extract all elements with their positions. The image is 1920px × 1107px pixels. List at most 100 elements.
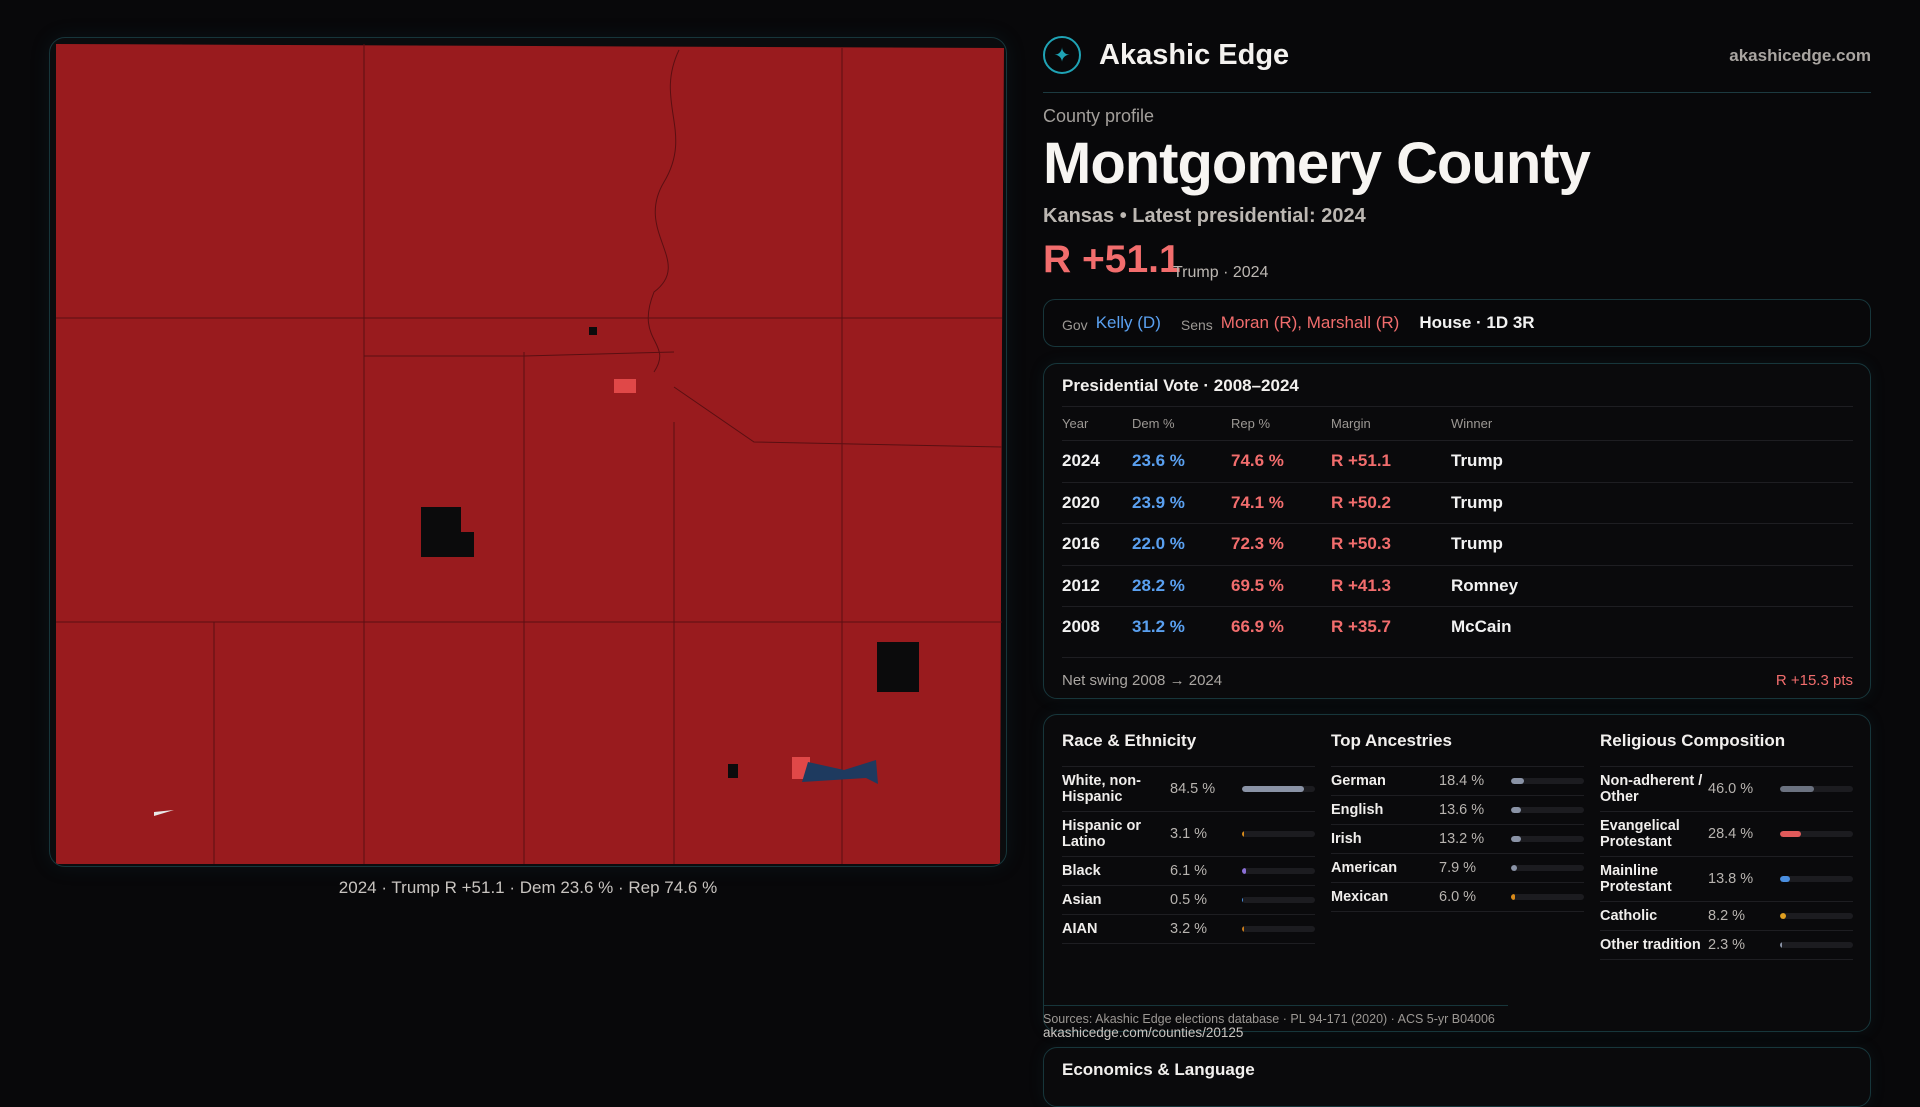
item-bar-fill bbox=[1511, 894, 1516, 900]
brand[interactable]: ✦ Akashic Edge bbox=[1043, 36, 1289, 74]
precinct-no-data bbox=[589, 327, 597, 335]
table-row: 2024 23.6 % 74.6 % R +51.1 Trump bbox=[1062, 440, 1853, 482]
precinct-map[interactable] bbox=[49, 37, 1007, 867]
item-value: 3.1 % bbox=[1170, 826, 1208, 842]
item-value: 2.3 % bbox=[1708, 937, 1746, 953]
cell-dem: 31.2 % bbox=[1132, 617, 1185, 637]
county-fill bbox=[56, 44, 1004, 864]
cell-year: 2024 bbox=[1062, 451, 1100, 471]
cell-year: 2008 bbox=[1062, 617, 1100, 637]
eyebrow: County profile bbox=[1043, 106, 1155, 126]
precinct-tie bbox=[154, 810, 174, 816]
list-item: Mexican 6.0 % bbox=[1331, 883, 1584, 912]
item-bar-fill bbox=[1511, 807, 1521, 813]
cell-rep: 66.9 % bbox=[1231, 617, 1284, 637]
item-label: Hispanic or Latino bbox=[1062, 818, 1141, 850]
precinct-no-data bbox=[454, 532, 474, 557]
list-item: American 7.9 % bbox=[1331, 854, 1584, 883]
precinct-no-data bbox=[728, 764, 738, 778]
gov-label: Gov bbox=[1062, 317, 1088, 333]
cell-dem: 23.9 % bbox=[1132, 492, 1185, 512]
item-bar bbox=[1242, 786, 1315, 792]
list-item: Other tradition 2.3 % bbox=[1600, 931, 1853, 960]
item-bar bbox=[1511, 807, 1584, 813]
item-bar bbox=[1511, 894, 1584, 900]
item-bar-fill bbox=[1242, 868, 1247, 874]
house-delegation: House · 1D 3R bbox=[1419, 313, 1535, 332]
item-label: White, non-Hispanic bbox=[1062, 773, 1141, 805]
precinct-dem bbox=[802, 760, 878, 784]
precinct-boundaries bbox=[56, 44, 1003, 864]
precinct-lean-rep bbox=[614, 379, 636, 393]
cell-margin: R +41.3 bbox=[1331, 575, 1392, 595]
list-item: Asian 0.5 % bbox=[1062, 886, 1315, 915]
item-bar bbox=[1780, 876, 1853, 882]
table-row: 2016 22.0 % 72.3 % R +50.3 Trump bbox=[1062, 523, 1853, 565]
item-value: 7.9 % bbox=[1439, 860, 1477, 876]
item-value: 13.2 % bbox=[1439, 831, 1485, 847]
list-item: Hispanic or Latino 3.1 % bbox=[1062, 812, 1315, 857]
cell-rep: 74.6 % bbox=[1231, 451, 1284, 471]
item-bar bbox=[1511, 778, 1584, 784]
list-item: Non-adherent / Other 46.0 % bbox=[1600, 767, 1853, 812]
swing-value: R +15.3 pts bbox=[1775, 671, 1853, 689]
item-value: 13.6 % bbox=[1439, 802, 1485, 818]
list-item: Evangelical Protestant 28.4 % bbox=[1600, 812, 1853, 857]
item-label: Catholic bbox=[1600, 908, 1658, 924]
cell-rep: 69.5 % bbox=[1231, 575, 1284, 595]
list-item: Catholic 8.2 % bbox=[1600, 902, 1853, 931]
cell-dem: 23.6 % bbox=[1132, 451, 1185, 471]
card-title: Presidential Vote · 2008–2024 bbox=[1062, 376, 1299, 395]
compass-emblem-icon: ✦ bbox=[1043, 36, 1081, 74]
item-value: 84.5 % bbox=[1170, 781, 1216, 797]
economics-card: Economics & Language bbox=[1043, 1047, 1871, 1107]
cell-margin: R +51.1 bbox=[1331, 451, 1392, 471]
item-value: 13.8 % bbox=[1708, 871, 1754, 887]
item-label: Evangelical Protestant bbox=[1600, 818, 1680, 850]
cell-dem: 28.2 % bbox=[1132, 575, 1185, 595]
senators: Moran (R), Marshall (R) bbox=[1220, 313, 1400, 332]
item-bar bbox=[1242, 926, 1315, 932]
headline-margin: R +51.1 bbox=[1043, 238, 1181, 281]
sens-label: Sens bbox=[1180, 317, 1213, 333]
presidential-card: Presidential Vote · 2008–2024 Year Dem %… bbox=[1043, 363, 1871, 699]
item-value: 6.1 % bbox=[1170, 863, 1208, 879]
site-link[interactable]: akashicedge.com bbox=[1729, 46, 1871, 65]
cell-margin: R +50.2 bbox=[1331, 492, 1392, 512]
col-winner: Winner bbox=[1451, 416, 1493, 431]
item-bar-fill bbox=[1242, 926, 1245, 932]
item-bar-fill bbox=[1242, 831, 1245, 837]
list-item: German 18.4 % bbox=[1331, 767, 1584, 796]
column-title: Race & Ethnicity bbox=[1062, 729, 1315, 767]
item-bar-fill bbox=[1780, 786, 1814, 792]
cell-rep: 74.1 % bbox=[1231, 492, 1284, 512]
page-title: Montgomery County bbox=[1043, 131, 1591, 196]
item-bar bbox=[1242, 868, 1315, 874]
list-item: Black 6.1 % bbox=[1062, 857, 1315, 886]
card-title: Economics & Language bbox=[1062, 1060, 1255, 1079]
item-label: English bbox=[1331, 802, 1384, 818]
officials-bar: Gov Kelly (D) Sens Moran (R), Marshall (… bbox=[1043, 299, 1871, 347]
sources-note: Sources: Akashic Edge elections database… bbox=[1043, 1005, 1508, 1026]
cell-year: 2016 bbox=[1062, 534, 1100, 554]
item-bar bbox=[1511, 836, 1584, 842]
column-title: Top Ancestries bbox=[1331, 729, 1584, 767]
item-label: Non-adherent / Other bbox=[1600, 773, 1703, 805]
demographic-column: Race & Ethnicity White, non-Hispanic 84.5 … bbox=[1062, 729, 1315, 960]
item-value: 28.4 % bbox=[1708, 826, 1754, 842]
item-label: Irish bbox=[1331, 831, 1362, 847]
item-label: German bbox=[1331, 773, 1386, 789]
item-label: AIAN bbox=[1062, 921, 1098, 937]
item-bar-fill bbox=[1511, 836, 1521, 842]
governor: Kelly (D) bbox=[1095, 313, 1161, 332]
permalink[interactable]: akashicedge.com/counties/20125 bbox=[1043, 1025, 1244, 1040]
swing-label: Net swing 2008 → 2024 bbox=[1062, 671, 1223, 689]
item-value: 8.2 % bbox=[1708, 908, 1746, 924]
demographics-card: Race & Ethnicity White, non-Hispanic 84.5 … bbox=[1043, 714, 1871, 1032]
item-bar-fill bbox=[1780, 831, 1801, 837]
map-caption: 2024 · Trump R +51.1 · Dem 23.6 % · Rep … bbox=[338, 878, 718, 897]
cell-margin: R +50.3 bbox=[1331, 534, 1392, 554]
item-bar bbox=[1242, 831, 1315, 837]
item-label: Black bbox=[1062, 863, 1101, 879]
item-bar bbox=[1780, 913, 1853, 919]
